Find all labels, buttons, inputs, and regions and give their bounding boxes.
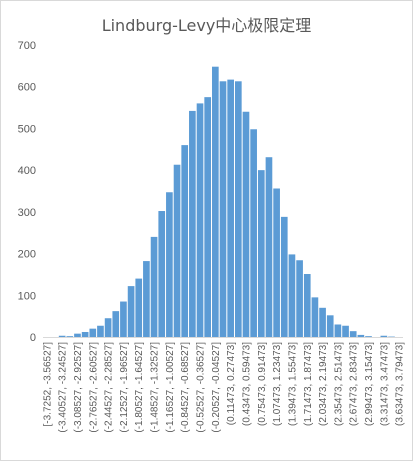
histogram-bar xyxy=(173,164,181,337)
x-tick-label: (1.07473, 1.23473] xyxy=(272,342,283,426)
y-tick-label: 300 xyxy=(18,207,36,219)
x-tick-label: (3.63473, 3.79473] xyxy=(395,342,406,426)
x-tick-label: (-3.40527, -3.24527] xyxy=(58,342,69,433)
histogram-bar xyxy=(219,81,227,337)
y-tick-label: 100 xyxy=(18,290,36,302)
histogram-bar xyxy=(250,129,257,337)
histogram-bar xyxy=(104,318,112,337)
x-tick-label: (-0.52527, -0.36527] xyxy=(196,342,207,433)
x-tick-label: (0.43473, 0.59473] xyxy=(241,342,252,426)
x-tick-label: (3.31473, 3.47473] xyxy=(379,342,390,426)
histogram-bar xyxy=(112,311,120,337)
x-tick-label: (-2.12527, -1.96527] xyxy=(119,342,130,433)
x-tick-label: (-1.48527, -1.32527] xyxy=(150,342,161,433)
x-tick-label: (2.35473, 2.51473] xyxy=(333,342,344,426)
histogram-bar xyxy=(81,331,89,337)
x-tick-label: (-3.08527, -2.92527] xyxy=(73,342,84,433)
x-tick-label: (-2.76527, -2.60527] xyxy=(88,342,99,433)
histogram-bar xyxy=(74,333,81,337)
histogram-bar xyxy=(334,324,342,337)
histogram-bar xyxy=(319,307,326,337)
y-tick-label: 500 xyxy=(18,123,36,135)
x-tick-label: (1.71473, 1.87473] xyxy=(303,342,314,426)
histogram-bar xyxy=(296,260,303,337)
x-tick-label: (2.99473, 3.15473] xyxy=(364,342,375,426)
histogram-bar xyxy=(143,261,150,337)
histogram-bar xyxy=(204,97,212,337)
histogram-bar xyxy=(257,170,265,337)
histogram-bar xyxy=(212,66,219,337)
x-tick-label: (-1.80527, -1.64527] xyxy=(134,342,145,433)
y-tick-label: 200 xyxy=(18,249,36,261)
histogram-bar xyxy=(120,301,127,337)
histogram-bar xyxy=(196,103,204,338)
x-tick-label: (-0.20527, -0.04527] xyxy=(211,342,222,433)
histogram-bar xyxy=(242,111,250,338)
histogram-bar xyxy=(135,278,143,337)
histogram-bar xyxy=(280,216,288,337)
histogram-bar xyxy=(234,81,242,337)
x-tick-label: (0.75473, 0.91473] xyxy=(257,342,268,426)
histogram-bar xyxy=(150,236,158,337)
x-tick-label: (2.03473, 2.19473] xyxy=(318,342,329,426)
histogram-bar xyxy=(311,297,319,337)
histogram-bar xyxy=(273,188,280,337)
x-tick-label: (1.39473, 1.55473] xyxy=(287,342,298,426)
histogram-bar xyxy=(365,336,372,337)
histogram-bar xyxy=(303,274,311,337)
x-tick-label: (-2.44527, -2.28527] xyxy=(104,342,115,433)
histogram-bar xyxy=(349,331,357,337)
x-tick-label: (2.67473, 2.83473] xyxy=(349,342,360,426)
histogram-bar xyxy=(97,325,104,337)
histogram-bar xyxy=(66,336,74,337)
histogram-bar xyxy=(158,211,166,337)
histogram-bar xyxy=(357,334,365,337)
histogram-bar xyxy=(127,286,135,337)
y-tick-label: 400 xyxy=(18,165,36,177)
histogram-bar xyxy=(265,157,273,337)
histogram-bar xyxy=(89,328,97,337)
histogram-bar xyxy=(189,110,196,337)
histogram-bar xyxy=(380,335,388,337)
histogram-bar xyxy=(227,79,234,338)
x-tick-label: [-3.7252, -3.56527] xyxy=(42,342,53,427)
histogram-bar xyxy=(288,254,296,337)
histogram-bar xyxy=(166,192,173,337)
y-tick-label: 600 xyxy=(18,82,36,94)
histogram-bar xyxy=(58,335,66,337)
x-tick-label: (-0.84527, -0.68527] xyxy=(180,342,191,433)
histogram-bar xyxy=(326,315,334,337)
histogram-bar xyxy=(342,325,349,337)
histogram-bar xyxy=(181,145,189,337)
x-tick-label: (0.11473, 0.27473] xyxy=(226,342,237,425)
y-tick-label: 700 xyxy=(18,40,36,52)
x-tick-label: (-1.16527, -1.00527] xyxy=(165,342,176,433)
y-tick-label: 0 xyxy=(30,332,36,344)
chart-title: Lindburg-Levy中心极限定理 xyxy=(101,16,312,35)
